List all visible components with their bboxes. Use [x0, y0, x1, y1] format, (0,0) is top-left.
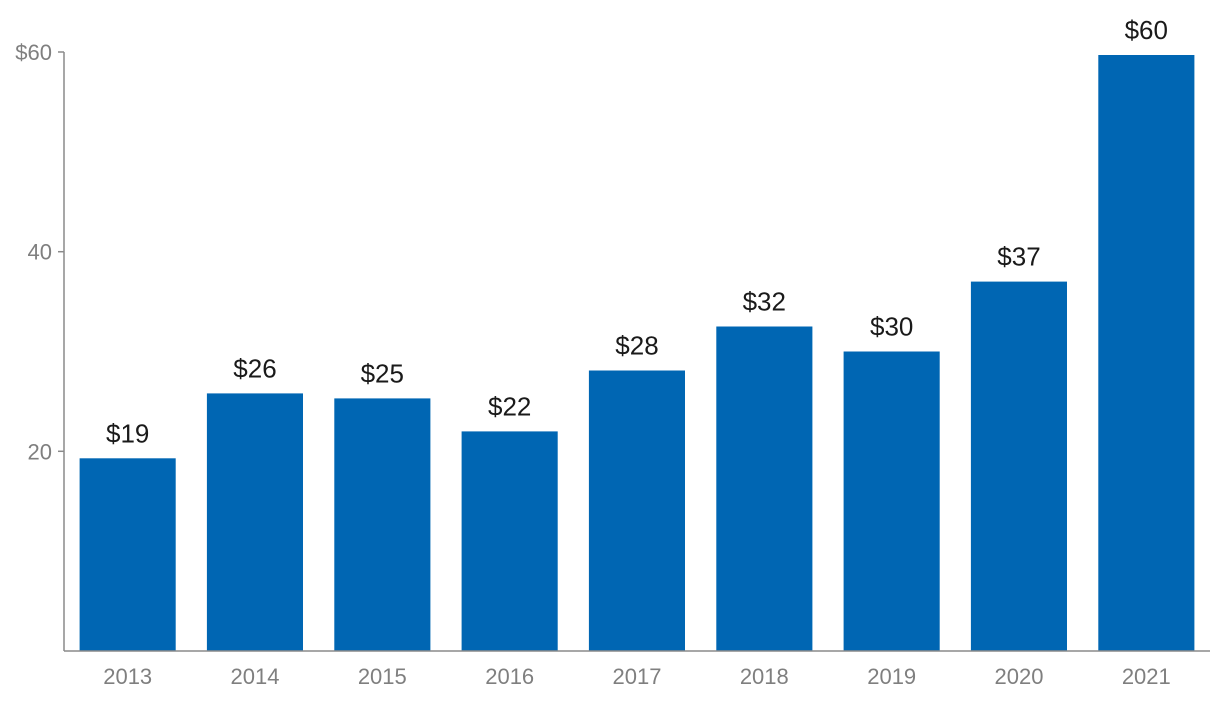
bar-2017 — [588, 370, 685, 651]
bar-2014 — [206, 393, 303, 651]
bar-2016 — [461, 431, 558, 651]
y-tick-label-60: $60 — [15, 40, 52, 65]
bar-2018 — [716, 326, 813, 651]
data-label-2014: $26 — [233, 353, 276, 383]
data-label-2013: $19 — [106, 418, 149, 448]
y-tick-label-20: 20 — [28, 439, 52, 464]
bar-2021 — [1098, 55, 1195, 651]
x-tick-label-2018: 2018 — [740, 664, 789, 689]
x-axis-ticks: 2013 2014 2015 2016 2017 2018 2019 2020 2021 — [103, 664, 1171, 689]
data-label-2017: $28 — [615, 331, 658, 361]
x-tick-label-2013: 2013 — [103, 664, 152, 689]
data-label-2021: $60 — [1125, 15, 1168, 45]
x-tick-label-2016: 2016 — [485, 664, 534, 689]
data-label-2019: $30 — [870, 312, 913, 342]
bar-2015 — [334, 398, 431, 651]
x-tick-label-2019: 2019 — [867, 664, 916, 689]
x-tick-label-2020: 2020 — [995, 664, 1044, 689]
data-label-2020: $37 — [997, 242, 1040, 272]
x-tick-label-2021: 2021 — [1122, 664, 1171, 689]
data-labels-group: $19 $26 $25 $22 $28 $32 $30 $37 $60 — [106, 15, 1168, 448]
x-tick-label-2014: 2014 — [231, 664, 280, 689]
data-label-2015: $25 — [361, 358, 404, 388]
data-label-2018: $32 — [743, 287, 786, 317]
x-tick-label-2017: 2017 — [613, 664, 662, 689]
y-tick-label-40: 40 — [28, 240, 52, 265]
y-axis-ticks: 20 40 $60 — [15, 40, 64, 464]
bars-group — [79, 55, 1195, 651]
x-tick-label-2015: 2015 — [358, 664, 407, 689]
data-label-2016: $22 — [488, 391, 531, 421]
bar-2019 — [843, 351, 940, 651]
bar-2020 — [970, 281, 1067, 651]
bar-2013 — [79, 458, 176, 651]
